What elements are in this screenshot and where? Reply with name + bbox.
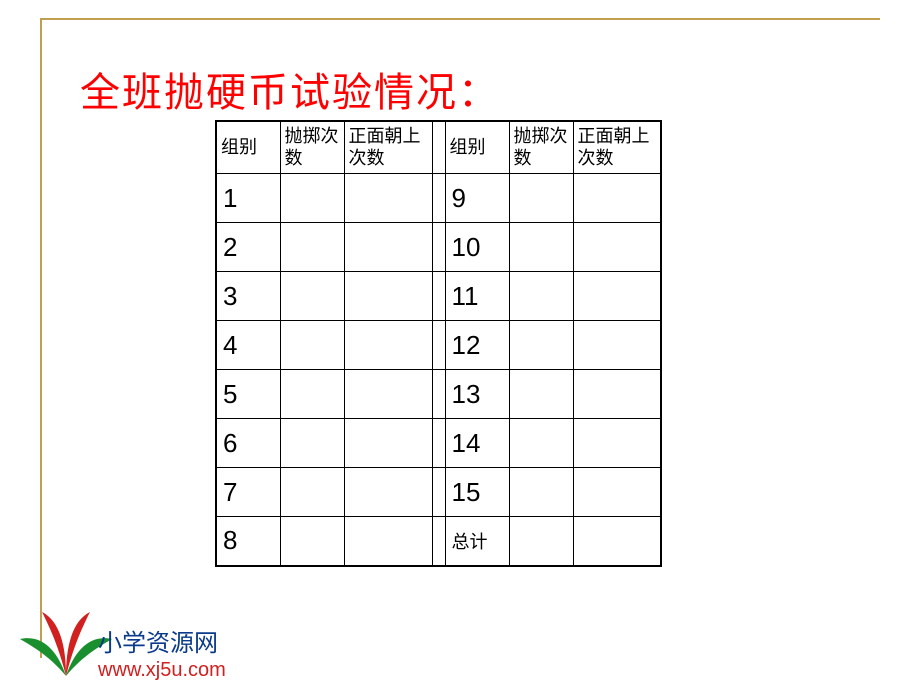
- cell-group: 6: [216, 419, 280, 468]
- cell-heads: [573, 419, 661, 468]
- logo-text-bottom: www.xj5u.com: [98, 659, 226, 682]
- header-group-right: 组别: [445, 121, 509, 174]
- cell-heads: [573, 223, 661, 272]
- cell-group: 9: [445, 174, 509, 223]
- table-row: 3 11: [216, 272, 661, 321]
- cell-throws: [509, 419, 573, 468]
- cell-heads: [344, 468, 432, 517]
- cell-group: 4: [216, 321, 280, 370]
- table-row: 8 总计: [216, 517, 661, 566]
- header-gap: [432, 121, 445, 174]
- table-row: 2 10: [216, 223, 661, 272]
- cell-heads: [344, 517, 432, 566]
- coin-toss-table: 组别 抛掷次数 正面朝上次数 组别 抛掷次数 正面朝上次数 1 9 2 10 3…: [215, 120, 662, 567]
- cell-gap: [432, 517, 445, 566]
- table-row: 7 15: [216, 468, 661, 517]
- cell-throws: [509, 321, 573, 370]
- cell-throws: [509, 174, 573, 223]
- cell-gap: [432, 468, 445, 517]
- cell-throws: [280, 517, 344, 566]
- cell-heads: [344, 174, 432, 223]
- cell-heads: [344, 223, 432, 272]
- cell-heads: [344, 272, 432, 321]
- cell-heads: [573, 517, 661, 566]
- cell-group: 8: [216, 517, 280, 566]
- cell-group: 11: [445, 272, 509, 321]
- cell-group: 13: [445, 370, 509, 419]
- cell-gap: [432, 272, 445, 321]
- cell-heads: [573, 272, 661, 321]
- header-heads-right: 正面朝上次数: [573, 121, 661, 174]
- cell-heads: [573, 370, 661, 419]
- cell-group: 3: [216, 272, 280, 321]
- cell-group: 7: [216, 468, 280, 517]
- cell-throws: [280, 321, 344, 370]
- header-throws-left: 抛掷次数: [280, 121, 344, 174]
- table-row: 4 12: [216, 321, 661, 370]
- header-throws-right: 抛掷次数: [509, 121, 573, 174]
- header-group-left: 组别: [216, 121, 280, 174]
- cell-group: 15: [445, 468, 509, 517]
- cell-throws: [280, 370, 344, 419]
- cell-throws: [509, 370, 573, 419]
- logo-text-top: 小学资源网: [98, 623, 218, 658]
- cell-throws: [280, 223, 344, 272]
- cell-gap: [432, 174, 445, 223]
- cell-throws: [509, 223, 573, 272]
- table-row: 6 14: [216, 419, 661, 468]
- cell-heads: [344, 419, 432, 468]
- cell-throws: [509, 272, 573, 321]
- cell-heads: [573, 468, 661, 517]
- cell-heads: [573, 174, 661, 223]
- cell-group: 2: [216, 223, 280, 272]
- cell-throws: [280, 468, 344, 517]
- cell-gap: [432, 370, 445, 419]
- cell-group: 10: [445, 223, 509, 272]
- page-title: 全班抛硬币试验情况：: [80, 60, 500, 118]
- cell-throws: [509, 517, 573, 566]
- title-text: 全班抛硬币试验情况：: [80, 70, 500, 115]
- cell-group: 1: [216, 174, 280, 223]
- table-row: 5 13: [216, 370, 661, 419]
- cell-heads: [344, 321, 432, 370]
- table-row: 1 9: [216, 174, 661, 223]
- cell-group: 12: [445, 321, 509, 370]
- cell-throws: [280, 272, 344, 321]
- cell-gap: [432, 419, 445, 468]
- header-heads-left: 正面朝上次数: [344, 121, 432, 174]
- cell-group: 5: [216, 370, 280, 419]
- cell-throws: [280, 419, 344, 468]
- cell-heads: [573, 321, 661, 370]
- cell-group-total: 总计: [445, 517, 509, 566]
- cell-throws: [280, 174, 344, 223]
- cell-gap: [432, 321, 445, 370]
- cell-throws: [509, 468, 573, 517]
- cell-heads: [344, 370, 432, 419]
- header-row: 组别 抛掷次数 正面朝上次数 组别 抛掷次数 正面朝上次数: [216, 121, 661, 174]
- cell-gap: [432, 223, 445, 272]
- cell-group: 14: [445, 419, 509, 468]
